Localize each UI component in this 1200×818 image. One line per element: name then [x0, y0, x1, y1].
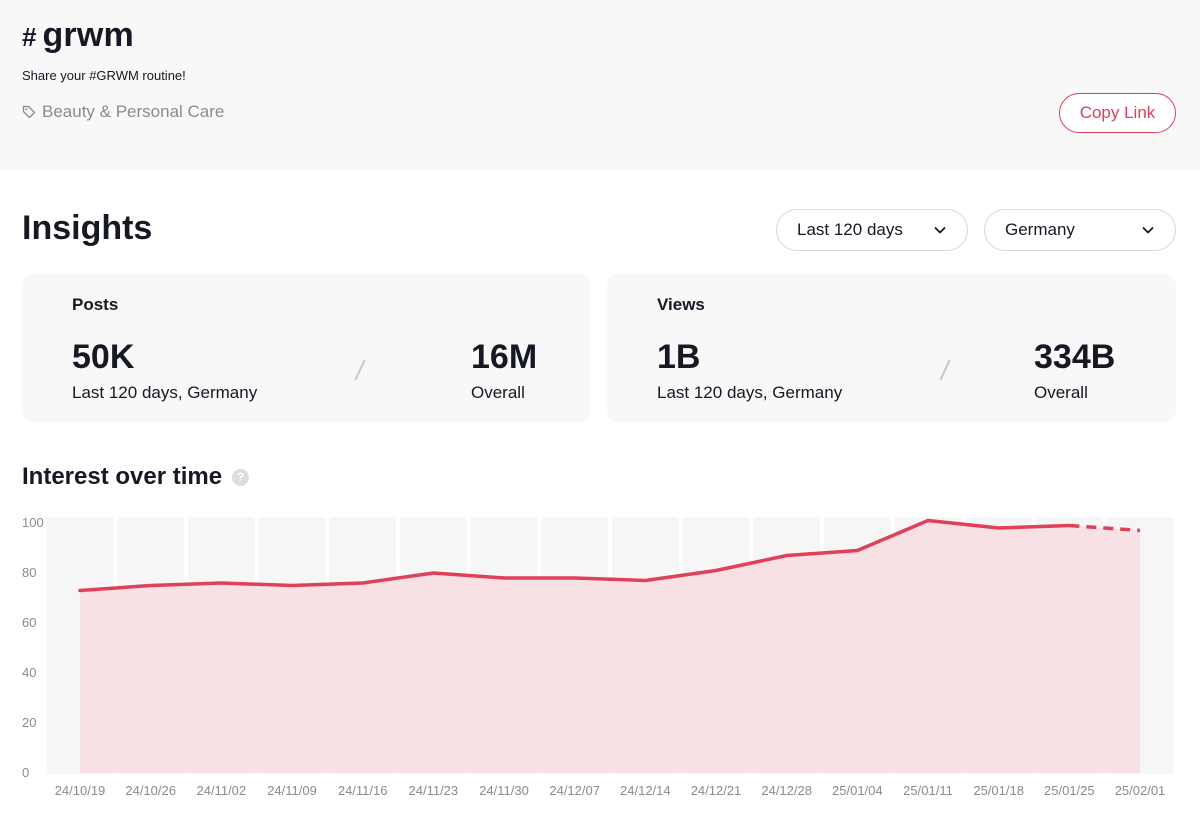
- category-label: Beauty & Personal Care: [42, 102, 225, 121]
- views-card: Views 1B Last 120 days, Germany 334B Ove…: [607, 274, 1176, 422]
- posts-overall-value: 16M: [471, 338, 538, 376]
- views-period-value: 1B: [657, 338, 701, 376]
- views-period-caption: Last 120 days, Germany: [657, 383, 843, 402]
- y-tick-label: 80: [22, 565, 36, 580]
- region-dropdown-value: Germany: [1005, 220, 1075, 239]
- chevron-down-icon: [1142, 227, 1154, 234]
- help-icon[interactable]: ?: [232, 468, 250, 486]
- series-line-projection: [1069, 523, 1141, 533]
- y-tick-label: 100: [22, 515, 44, 530]
- x-tick-label: 24/10/19: [55, 783, 106, 798]
- divider-slash: [939, 359, 951, 381]
- y-axis: 0 20 40 60 80 100: [22, 515, 44, 780]
- x-axis: 24/10/19 24/10/26 24/11/02 24/11/09 24/11/16…: [55, 783, 1166, 798]
- series-line: [78, 518, 1072, 593]
- tag-icon: [22, 105, 36, 119]
- x-tick-label: 24/11/02: [197, 783, 247, 798]
- interest-over-time-label: Interest over time: [22, 463, 223, 490]
- x-tick-label: 24/12/07: [549, 783, 600, 798]
- x-tick-label: 24/11/23: [409, 783, 459, 798]
- views-overall-caption: Overall: [1034, 383, 1088, 402]
- x-tick-label: 24/12/14: [620, 783, 671, 798]
- divider-slash: [354, 359, 366, 381]
- chart-lines: [78, 518, 1141, 593]
- hashtag-title: # grwm: [22, 16, 134, 55]
- x-tick-label: 25/02/01: [1115, 783, 1166, 798]
- posts-period-caption: Last 120 days, Germany: [72, 383, 258, 402]
- x-tick-label: 24/12/28: [761, 783, 812, 798]
- x-tick-label: 24/10/26: [125, 783, 176, 798]
- region-dropdown[interactable]: Germany: [984, 209, 1176, 251]
- x-tick-label: 24/11/09: [267, 783, 317, 798]
- posts-overall-caption: Overall: [471, 383, 525, 402]
- x-tick-label: 25/01/25: [1044, 783, 1095, 798]
- views-label: Views: [657, 295, 705, 314]
- posts-label: Posts: [72, 295, 119, 314]
- insights-title: Insights: [22, 209, 153, 247]
- x-tick-label: 24/11/16: [338, 783, 388, 798]
- hashtag-header: # grwm Share your #GRWM routine! Beauty …: [0, 0, 1200, 171]
- x-tick-label: 25/01/04: [832, 783, 883, 798]
- x-tick-label: 24/11/30: [479, 783, 529, 798]
- period-dropdown-value: Last 120 days: [797, 220, 903, 239]
- posts-period-value: 50K: [72, 338, 135, 376]
- chevron-down-icon: [934, 227, 946, 234]
- posts-card: Posts 50K Last 120 days, Germany 16M Ove…: [22, 274, 591, 422]
- x-tick-label: 25/01/11: [903, 783, 953, 798]
- hashtag-subtitle: Share your #GRWM routine!: [22, 68, 186, 83]
- period-dropdown[interactable]: Last 120 days: [776, 209, 968, 251]
- hash-symbol: #: [22, 22, 37, 52]
- views-overall-value: 334B: [1034, 338, 1116, 376]
- y-tick-label: 20: [22, 715, 36, 730]
- y-tick-label: 60: [22, 615, 36, 630]
- interest-over-time-title: Interest over time ?: [22, 463, 250, 491]
- x-tick-label: 24/12/21: [691, 783, 742, 798]
- category-tag: Beauty & Personal Care: [22, 102, 224, 122]
- y-tick-label: 0: [22, 765, 29, 780]
- x-tick-label: 25/01/18: [973, 783, 1024, 798]
- hashtag-name: grwm: [42, 16, 134, 54]
- y-tick-label: 40: [22, 665, 36, 680]
- copy-link-button[interactable]: Copy Link: [1059, 93, 1176, 133]
